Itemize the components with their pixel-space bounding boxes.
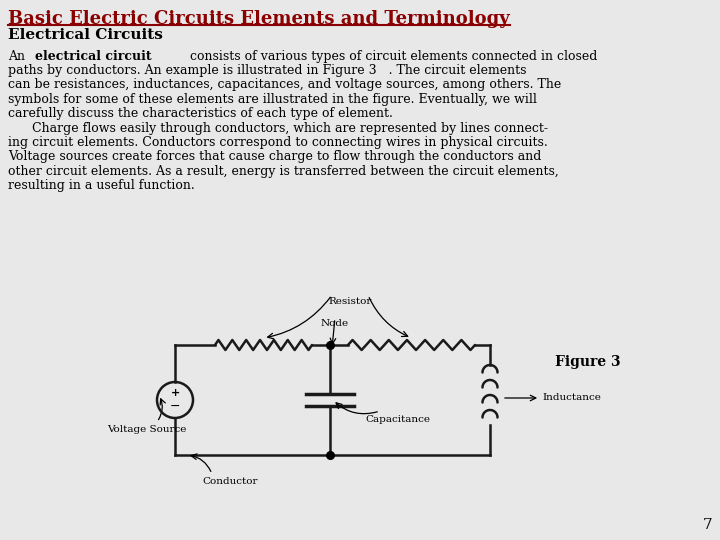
Text: Node: Node (321, 319, 349, 328)
Text: Inductance: Inductance (542, 394, 601, 402)
Text: paths by conductors. An example is illustrated in Figure 3   . The circuit eleme: paths by conductors. An example is illus… (8, 64, 526, 77)
Text: carefully discuss the characteristics of each type of element.: carefully discuss the characteristics of… (8, 107, 393, 120)
Text: Figure 3: Figure 3 (555, 355, 621, 369)
Text: electrical circuit: electrical circuit (35, 50, 152, 63)
Text: resulting in a useful function.: resulting in a useful function. (8, 179, 194, 192)
Text: 7: 7 (703, 518, 712, 532)
Text: can be resistances, inductances, capacitances, and voltage sources, among others: can be resistances, inductances, capacit… (8, 78, 562, 91)
Text: Conductor: Conductor (202, 477, 258, 486)
Text: consists of various types of circuit elements connected in closed: consists of various types of circuit ele… (186, 50, 597, 63)
Text: Capacitance: Capacitance (366, 415, 431, 424)
Text: Voltage sources create forces that cause charge to flow through the conductors a: Voltage sources create forces that cause… (8, 151, 541, 164)
Text: symbols for some of these elements are illustrated in the figure. Eventually, we: symbols for some of these elements are i… (8, 92, 537, 106)
Text: An: An (8, 50, 29, 63)
Text: Electrical Circuits: Electrical Circuits (8, 28, 163, 42)
Text: ing circuit elements. Conductors correspond to connecting wires in physical circ: ing circuit elements. Conductors corresp… (8, 136, 548, 149)
Text: −: − (170, 400, 180, 413)
Text: Voltage Source: Voltage Source (107, 425, 186, 434)
Text: Resistor: Resistor (328, 297, 372, 306)
Text: other circuit elements. As a result, energy is transferred between the circuit e: other circuit elements. As a result, ene… (8, 165, 559, 178)
Text: Charge flows easily through conductors, which are represented by lines connect-: Charge flows easily through conductors, … (8, 122, 548, 135)
Text: +: + (171, 388, 179, 398)
Text: Basic Electric Circuits Elements and Terminology: Basic Electric Circuits Elements and Ter… (8, 10, 510, 28)
